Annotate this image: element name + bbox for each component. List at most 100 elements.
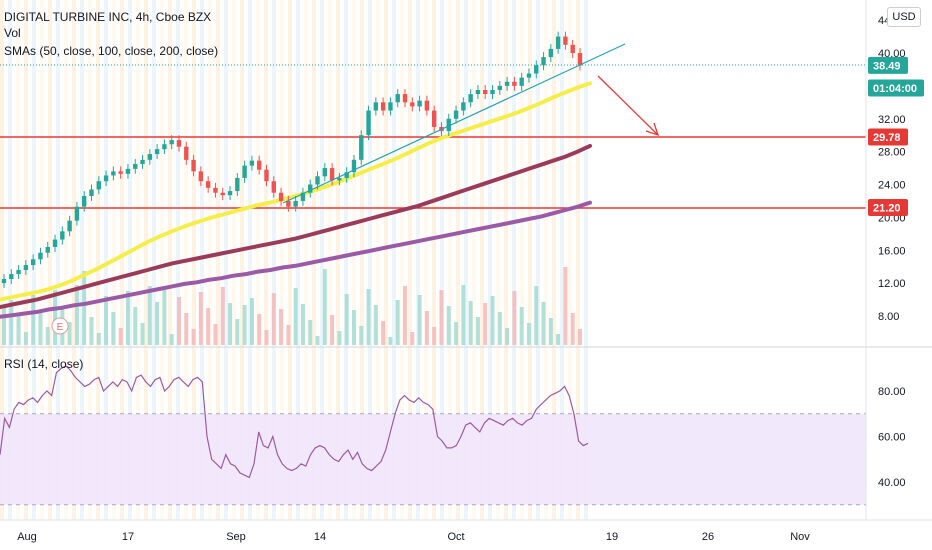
session-band <box>56 0 60 520</box>
volume-bar <box>118 328 123 345</box>
volume-bar <box>198 292 203 345</box>
volume-bar <box>468 301 473 345</box>
projection-arrow[interactable] <box>597 75 660 137</box>
session-band <box>568 0 572 520</box>
price-tick-label: 24.00 <box>878 180 906 192</box>
session-band <box>64 0 68 520</box>
price-tag <box>868 56 908 74</box>
volume-bar <box>417 295 422 345</box>
candle-body <box>417 100 422 107</box>
candle-body <box>89 189 94 197</box>
rsi-pane <box>0 365 866 506</box>
session-band <box>352 0 356 520</box>
session-band <box>104 0 108 520</box>
volume-bar <box>2 307 6 345</box>
session-band <box>368 0 372 520</box>
volume-bar <box>235 319 240 345</box>
session-band <box>272 0 276 520</box>
volume-bar <box>155 302 160 345</box>
candle-body <box>235 177 240 192</box>
time-axis[interactable]: Aug 17 Sep 14 Oct 19 26 Nov <box>17 531 810 543</box>
candle-body <box>264 169 269 182</box>
candle-body <box>446 118 451 132</box>
currency-button[interactable]: USD <box>887 7 921 27</box>
volume-bar <box>337 331 342 345</box>
volume-bar <box>162 288 167 345</box>
sma-200-line <box>0 200 592 319</box>
time-tick-label: 19 <box>606 531 618 543</box>
price-tag-label: 01:04:00 <box>873 83 917 95</box>
candle-body <box>395 94 400 103</box>
volume-bar <box>184 313 189 345</box>
session-band <box>400 0 404 520</box>
session-band <box>376 0 380 520</box>
volume-bar <box>133 307 138 345</box>
volume-bar <box>490 296 495 345</box>
trendline[interactable] <box>282 43 626 204</box>
session-band <box>544 0 548 520</box>
session-band <box>336 0 340 520</box>
session-band <box>120 0 124 520</box>
candle-body <box>563 36 568 45</box>
session-band <box>0 0 4 520</box>
volume-bar <box>330 315 335 345</box>
volume-bar <box>104 296 109 345</box>
time-tick-label: 14 <box>314 531 326 543</box>
session-band <box>280 0 284 520</box>
volume-bar <box>206 308 211 345</box>
session-band <box>424 0 428 520</box>
volume-bar <box>505 328 510 345</box>
candle-body <box>308 184 313 193</box>
volume-bar <box>308 320 313 345</box>
session-band <box>8 0 12 520</box>
volume-bar <box>300 304 305 345</box>
volume-bar <box>439 290 444 345</box>
volume-bar <box>556 334 561 345</box>
volume-bar <box>140 323 145 345</box>
price-tick-label: 16.00 <box>878 245 906 257</box>
candle-body <box>191 159 196 172</box>
candle-body <box>162 144 167 150</box>
candle-body <box>38 252 43 260</box>
volume-bar <box>169 334 174 345</box>
session-band <box>512 0 516 520</box>
volume-bar <box>220 287 225 345</box>
symbol-title[interactable]: DIGITAL TURBINE INC, 4h, Cboe BZX <box>4 10 212 24</box>
session-band <box>24 0 28 520</box>
rsi-line <box>0 365 589 479</box>
candle-body <box>359 135 364 160</box>
session-band <box>560 0 564 520</box>
session-band <box>488 0 492 520</box>
session-band <box>160 0 164 520</box>
volume-legend[interactable]: Vol <box>4 26 21 40</box>
session-band <box>480 0 484 520</box>
candle-body <box>526 73 532 78</box>
volume-bar <box>213 324 218 345</box>
session-band <box>552 0 556 520</box>
volume-bar <box>366 289 371 345</box>
price-axis[interactable]: 44.0040.0032.0028.0024.0020.0016.0012.00… <box>878 15 906 323</box>
candle-body <box>242 165 247 178</box>
candlesticks <box>1 31 583 289</box>
candle-body <box>329 168 335 181</box>
session-band <box>528 0 532 520</box>
session-band <box>472 0 476 520</box>
volume-bar <box>38 311 43 345</box>
rsi-axis[interactable]: 80.00 60.00 40.00 <box>878 386 906 489</box>
candle-body <box>431 110 437 127</box>
session-band <box>392 0 396 520</box>
rsi-legend[interactable]: RSI (14, close) <box>4 357 84 371</box>
candle-body <box>227 191 233 196</box>
volume-bar <box>111 312 116 345</box>
price-tick-label: 28.00 <box>878 147 906 159</box>
earnings-marker[interactable]: E <box>51 317 69 335</box>
candle-body <box>154 149 160 155</box>
sma-legend[interactable]: SMAs (50, close, 100, close, 200, close) <box>4 44 219 58</box>
volume-bar <box>23 332 28 345</box>
session-band <box>16 0 20 520</box>
candle-body <box>534 65 539 74</box>
candle-body <box>169 140 174 145</box>
session-band <box>432 0 436 520</box>
time-tick-label: Aug <box>17 531 37 543</box>
